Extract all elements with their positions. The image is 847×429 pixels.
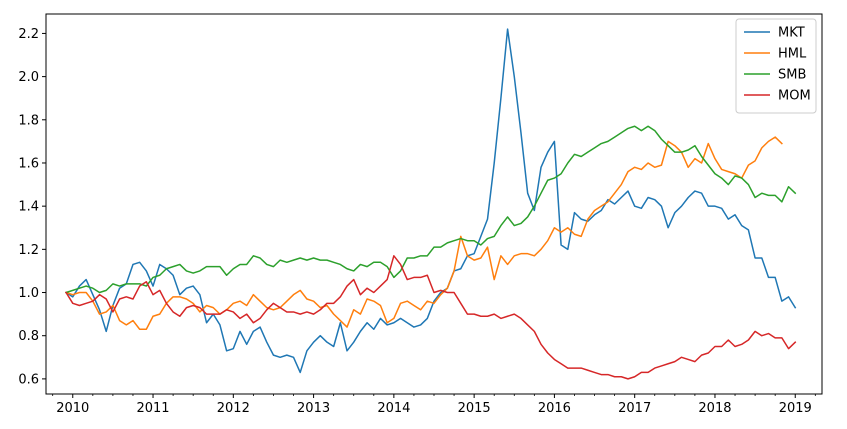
x-tick-label: 2014 (377, 401, 410, 416)
y-tick-label: 1.0 (18, 286, 39, 301)
y-tick-label: 0.8 (18, 329, 39, 344)
legend-label-mkt: MKT (778, 26, 805, 41)
x-tick-label: 2015 (458, 401, 491, 416)
series-line-hml (65, 136, 783, 330)
y-tick-label: 2.0 (18, 70, 39, 85)
y-axis: 0.6 0.8 1.0 1.2 1.4 1.6 1.8 2.0 2.2 (18, 27, 46, 387)
y-tick-label: 1.2 (18, 243, 39, 258)
legend-label-smb: SMB (778, 68, 806, 83)
x-tick-label: 2010 (56, 401, 89, 416)
legend-box (735, 18, 817, 114)
x-tick-label: 2017 (618, 401, 651, 416)
y-tick-label: 1.6 (18, 156, 39, 171)
y-tick-label: 1.4 (18, 200, 39, 215)
y-tick-label: 1.8 (18, 113, 39, 128)
x-tick-label: 2012 (217, 401, 250, 416)
x-tick-label: 2019 (779, 401, 812, 416)
series-lines (65, 28, 797, 380)
x-tick-label: 2018 (698, 401, 731, 416)
x-tick-label: 2013 (297, 401, 330, 416)
series-line-smb (65, 125, 797, 294)
y-tick-label: 0.6 (18, 372, 39, 387)
legend-label-mom: MOM (778, 89, 811, 104)
x-tick-label: 2011 (136, 401, 169, 416)
legend-label-hml: HML (778, 47, 807, 62)
x-axis: 2010 2011 2012 2013 2014 2015 2016 2017 2018 2019 (52, 394, 816, 416)
series-line-mkt (65, 28, 797, 374)
y-tick-label: 2.2 (18, 27, 39, 42)
series-line-mom (65, 255, 797, 380)
x-tick-label: 2016 (538, 401, 571, 416)
legend: MKT HML SMB MOM (735, 18, 817, 114)
